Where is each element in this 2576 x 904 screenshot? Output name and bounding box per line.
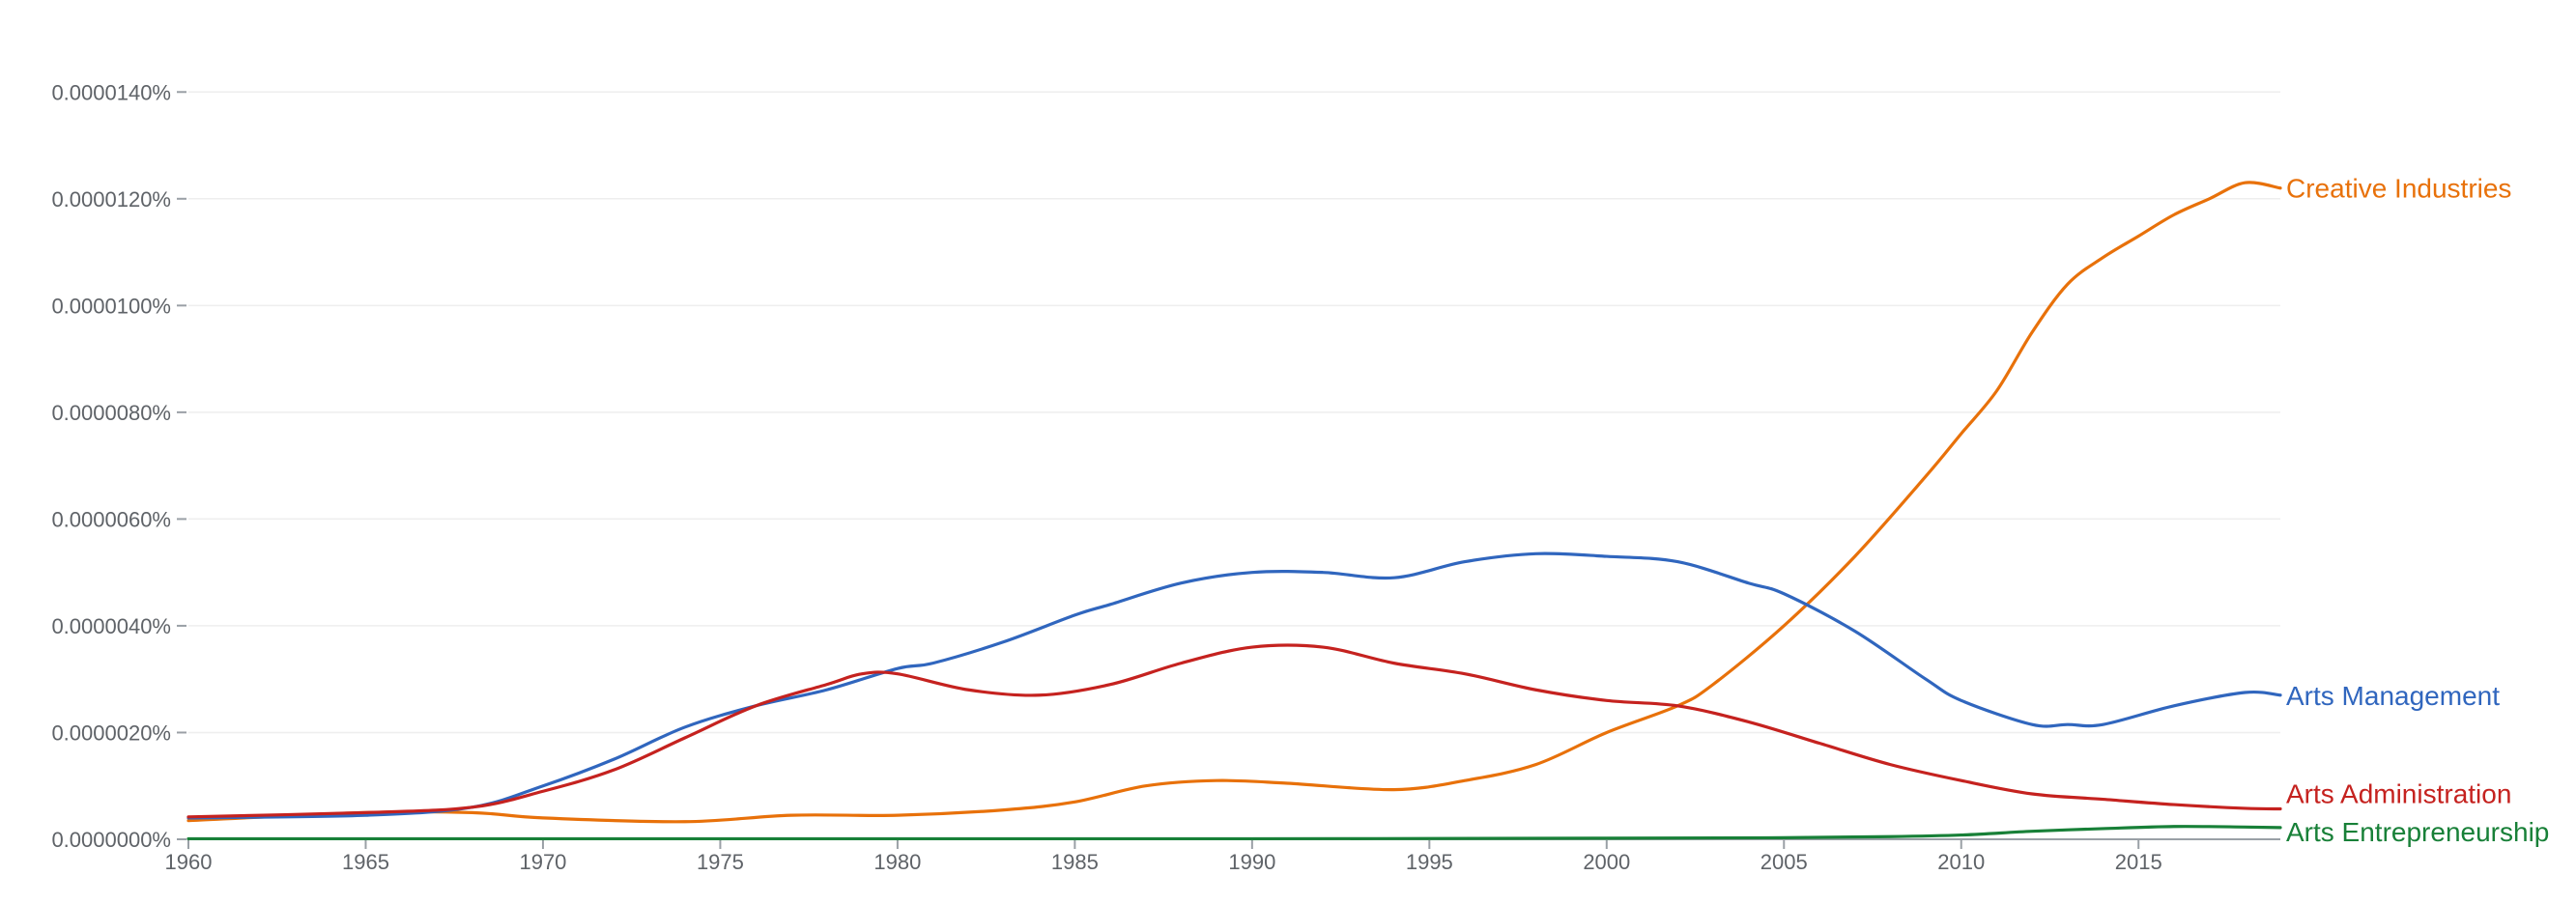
series-labels: Creative Industries Arts Management Arts A… (2286, 174, 2549, 847)
series-label-arts-administration: Arts Administration (2286, 778, 2511, 808)
series-label-arts-entrepreneurship: Arts Entrepreneurship (2286, 817, 2549, 847)
x-tick-label: 1965 (342, 850, 389, 874)
series-line-arts-management[interactable] (186, 551, 2282, 820)
x-tick-label: 2000 (1583, 850, 1630, 874)
y-axis: 0.0000000% 0.0000020% 0.0000040% 0.0000060%… (51, 80, 186, 852)
x-tick-label: 1960 (165, 850, 213, 874)
y-tick-label: 0.0000040% (51, 614, 171, 638)
y-tick-label: 0.0000100% (51, 294, 171, 318)
grid-lines (188, 91, 2280, 734)
y-tick-label: 0.0000120% (51, 187, 171, 212)
x-tick-label: 2005 (1760, 850, 1808, 874)
x-tick-label: 2010 (1937, 850, 1985, 874)
y-tick-label: 0.0000140% (51, 80, 171, 104)
x-tick-label: 1990 (1228, 850, 1275, 874)
x-tick-label: 1985 (1051, 850, 1099, 874)
x-tick-label: 1995 (1406, 850, 1453, 874)
series-lines (186, 181, 2282, 841)
x-tick-label: 2015 (2115, 850, 2162, 874)
x-tick-label: 1980 (873, 850, 921, 874)
series-label-arts-management: Arts Management (2286, 681, 2500, 711)
y-tick-label: 0.0000080% (51, 401, 171, 425)
series-line-creative-industries[interactable] (186, 181, 2282, 824)
y-tick-label: 0.0000020% (51, 720, 171, 745)
series-label-creative-industries: Creative Industries (2286, 174, 2511, 204)
series-line-arts-administration[interactable] (186, 643, 2282, 819)
x-axis: 1960 1965 1970 1975 1980 1985 1990 1995 2000 2005… (165, 838, 2280, 874)
y-tick-label: 0.0000000% (51, 828, 171, 852)
x-tick-label: 1970 (519, 850, 566, 874)
series-line-arts-entrepreneurship[interactable] (186, 825, 2282, 841)
x-tick-label: 1975 (697, 850, 744, 874)
y-tick-label: 0.0000060% (51, 507, 171, 531)
